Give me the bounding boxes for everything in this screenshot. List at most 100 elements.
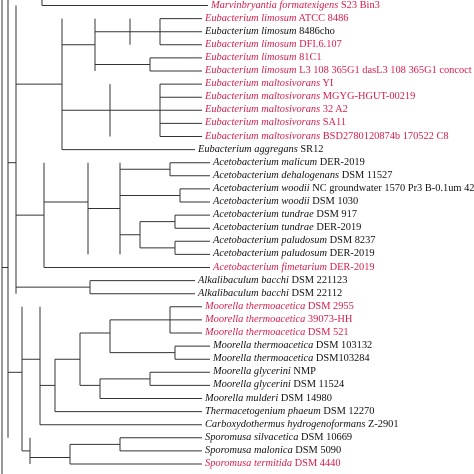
taxon-strain: SA11 xyxy=(320,117,347,129)
taxon-species: Alkalibaculum bacchi xyxy=(198,287,289,299)
taxon-strain: Z-2901 xyxy=(365,418,399,430)
taxon-label: Thermacetogenium phaeum DSM 12270 xyxy=(205,406,374,418)
taxon-species: Eubacterium maltosivorans xyxy=(205,117,321,129)
taxon-label: Moorella thermoacetica DSM 2955 xyxy=(205,301,354,313)
taxon-label: Acetobacterium tundrae DSM 917 xyxy=(213,209,357,221)
taxon-label: Acetobacterium woodii DSM 1030 xyxy=(213,196,358,208)
taxon-label: Acetobacterium dehalogenans DSM 11527 xyxy=(213,170,392,182)
taxon-label: Moorella mulderi DSM 14980 xyxy=(205,393,332,405)
taxon-species: Thermacetogenium phaeum xyxy=(205,405,321,417)
taxon-species: Eubacterium limosum xyxy=(205,38,297,50)
taxon-strain: DSM 2955 xyxy=(305,300,354,312)
taxon-strain: DSM 221123 xyxy=(288,274,348,286)
taxon-label: Acetobacterium paludosum DER-2019 xyxy=(213,248,375,260)
taxon-species: Eubacterium maltosivorans xyxy=(205,104,321,116)
taxon-label: Acetobacterium woodii NC groundwater 157… xyxy=(213,183,474,195)
taxon-species: Eubacterium limosum xyxy=(205,12,297,24)
taxon-strain: S23 Bin3 xyxy=(338,0,380,11)
taxon-strain: DER-2019 xyxy=(327,248,375,260)
taxon-strain: DSM 11524 xyxy=(290,379,345,391)
taxon-label: Sporomusa malonica DSM 5090 xyxy=(205,445,341,457)
taxon-label: Acetobacterium tundrae DER-2019 xyxy=(213,222,361,234)
taxon-label: Eubacterium limosum 8486cho xyxy=(205,26,335,38)
taxon-strain: NMP xyxy=(290,366,316,378)
taxon-species: Moorella mulderi xyxy=(205,392,279,404)
taxon-label: Eubacterium aggregans SR12 xyxy=(198,144,323,156)
taxon-species: Moorella thermoacetica xyxy=(205,300,306,312)
taxon-label: Eubacterium limosum L3 108 365G1 dasL3 1… xyxy=(205,65,474,77)
taxon-strain: DSM 10669 xyxy=(298,431,353,443)
taxon-strain: 32 A2 xyxy=(320,104,348,116)
taxon-species: Eubacterium maltosivorans xyxy=(205,130,321,142)
taxon-label: Eubacterium maltosivorans YI xyxy=(205,78,333,90)
taxon-label: Acetobacterium paludosum DSM 8237 xyxy=(213,235,376,247)
taxon-strain: 81C1 xyxy=(296,51,322,63)
taxon-species: Eubacterium maltosivorans xyxy=(205,78,321,90)
taxon-species: Acetobacterium tundrae xyxy=(213,209,314,221)
taxon-label: Moorella thermoacetica 39073-HH xyxy=(205,314,352,326)
taxon-strain: 8486cho xyxy=(296,25,335,37)
taxon-strain: DSM 11527 xyxy=(339,169,393,181)
taxon-label: Carboxydothermus hydrogenoformans Z-2901 xyxy=(205,419,399,431)
taxon-species: Sporomusa termitida xyxy=(205,458,293,469)
taxon-species: Moorella thermoacetica xyxy=(205,327,306,338)
taxon-label: Acetobacterium fimetarium DER-2019 xyxy=(213,262,375,274)
taxon-species: Acetobacterium tundrae xyxy=(213,222,314,234)
taxon-label: Eubacterium limosum DFI.6.107 xyxy=(205,39,342,51)
taxon-strain: DSM 14980 xyxy=(278,392,332,404)
taxon-species: Marvinbryantia formatexigens xyxy=(211,0,339,11)
taxon-species: Acetobacterium paludosum xyxy=(213,248,327,260)
taxon-species: Moorella thermoacetica xyxy=(213,340,314,352)
taxon-strain: L3 108 365G1 dasL3 108 365G1 concoct 69 xyxy=(296,65,474,76)
taxon-label: Eubacterium maltosivorans BSD2780120874b… xyxy=(205,131,449,143)
taxon-label: Eubacterium maltosivorans MGYG-HGUT-0021… xyxy=(205,91,415,103)
taxon-label: Marvinbryantia formatexigens S23 Bin3 xyxy=(211,0,380,12)
taxon-label: Moorella thermoacetica DSM103284 xyxy=(213,353,370,365)
taxon-species: Moorella thermoacetica xyxy=(213,353,314,365)
taxon-label: Acetobacterium malicum DER-2019 xyxy=(213,157,365,169)
taxon-species: Sporomusa malonica xyxy=(205,444,293,456)
taxon-strain: BSD2780120874b 170522 C8 xyxy=(320,130,449,142)
taxon-strain: DSM 917 xyxy=(313,209,358,221)
taxon-species: Acetobacterium woodii xyxy=(213,182,310,194)
taxon-label: Moorella glycerini DSM 11524 xyxy=(213,379,344,391)
taxon-strain: DER-2019 xyxy=(317,156,365,168)
taxon-strain: DSM 12270 xyxy=(320,405,375,417)
taxon-strain: DSM103284 xyxy=(313,353,370,365)
taxon-species: Eubacterium maltosivorans xyxy=(205,91,321,103)
taxon-species: Moorella glycerini xyxy=(213,379,291,391)
taxon-species: Acetobacterium paludosum xyxy=(213,235,327,247)
taxon-strain: DER-2019 xyxy=(326,261,375,273)
taxon-species: Acetobacterium woodii xyxy=(213,196,310,207)
taxon-species: Eubacterium limosum xyxy=(205,51,297,63)
taxon-label: Eubacterium maltosivorans 32 A2 xyxy=(205,104,348,116)
taxon-label: Alkalibaculum bacchi DSM 221123 xyxy=(198,275,347,287)
taxon-species: Sporomusa silvacetica xyxy=(205,431,299,443)
taxon-species: Acetobacterium fimetarium xyxy=(213,261,327,273)
taxon-strain: 39073-HH xyxy=(305,313,353,325)
taxon-label: Eubacterium limosum ATCC 8486 xyxy=(205,13,348,25)
taxon-species: Carboxydothermus hydrogenoformans xyxy=(205,418,366,430)
taxon-species: Acetobacterium dehalogenans xyxy=(213,169,340,181)
taxon-label: Sporomusa termitida DSM 4440 xyxy=(205,458,341,470)
taxon-strain: DER-2019 xyxy=(313,222,362,234)
taxon-species: Eubacterium limosum xyxy=(205,65,297,76)
taxon-label: Moorella thermoacetica DSM 521 xyxy=(205,327,349,339)
taxon-strain: DFI.6.107 xyxy=(296,38,342,50)
taxon-strain: DSM 5090 xyxy=(292,444,342,456)
taxon-species: Alkalibaculum bacchi xyxy=(198,274,289,286)
taxon-species: Eubacterium limosum xyxy=(205,25,297,37)
taxon-label: Eubacterium limosum 81C1 xyxy=(205,52,322,64)
taxon-species: Eubacterium aggregans xyxy=(198,143,298,155)
taxon-label: Sporomusa silvacetica DSM 10669 xyxy=(205,432,352,444)
taxon-strain: DSM 1030 xyxy=(309,196,359,207)
taxon-label: Eubacterium maltosivorans SA11 xyxy=(205,117,346,129)
taxon-strain: DSM 4440 xyxy=(292,458,341,469)
taxon-strain: DSM 521 xyxy=(305,327,349,338)
taxon-strain: DSM 22112 xyxy=(288,287,343,299)
taxon-label: Moorella thermoacetica DSM 103132 xyxy=(213,340,372,352)
taxon-strain: MGYG-HGUT-00219 xyxy=(320,91,416,103)
taxon-strain: DSM 8237 xyxy=(327,235,376,247)
